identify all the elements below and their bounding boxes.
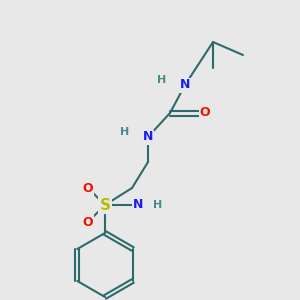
Text: O: O xyxy=(83,182,93,194)
Text: H: H xyxy=(120,127,130,137)
Text: N: N xyxy=(133,199,143,212)
Text: O: O xyxy=(83,215,93,229)
Text: H: H xyxy=(158,75,166,85)
Text: N: N xyxy=(180,79,190,92)
Text: S: S xyxy=(100,197,110,212)
Text: N: N xyxy=(143,130,153,143)
Text: H: H xyxy=(153,200,163,210)
Text: O: O xyxy=(200,106,210,119)
